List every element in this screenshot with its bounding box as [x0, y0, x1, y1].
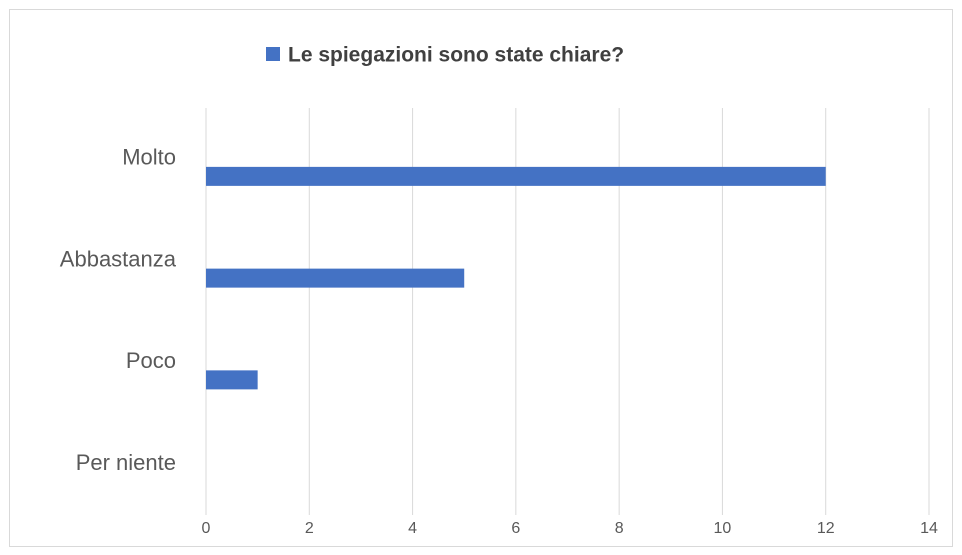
- y-tick-label: Molto: [122, 145, 176, 170]
- legend-label: Le spiegazioni sono state chiare?: [288, 44, 624, 67]
- x-tick-label: 10: [714, 520, 732, 537]
- x-tick-label: 2: [305, 520, 314, 537]
- bar: [206, 166, 826, 186]
- x-tick-label: 0: [202, 520, 211, 537]
- y-tick-label: Abbastanza: [60, 246, 177, 271]
- x-tick-label: 14: [920, 520, 938, 537]
- x-tick-label: 6: [511, 520, 520, 537]
- x-tick-label: 12: [817, 520, 835, 537]
- bar: [206, 268, 465, 288]
- y-tick-label: Per niente: [76, 450, 176, 475]
- chart-border: [9, 9, 953, 547]
- x-tick-label: 8: [615, 520, 624, 537]
- x-tick-label: 4: [408, 520, 417, 537]
- legend-swatch: [266, 47, 280, 61]
- bar: [206, 370, 258, 390]
- y-tick-label: Poco: [126, 348, 176, 373]
